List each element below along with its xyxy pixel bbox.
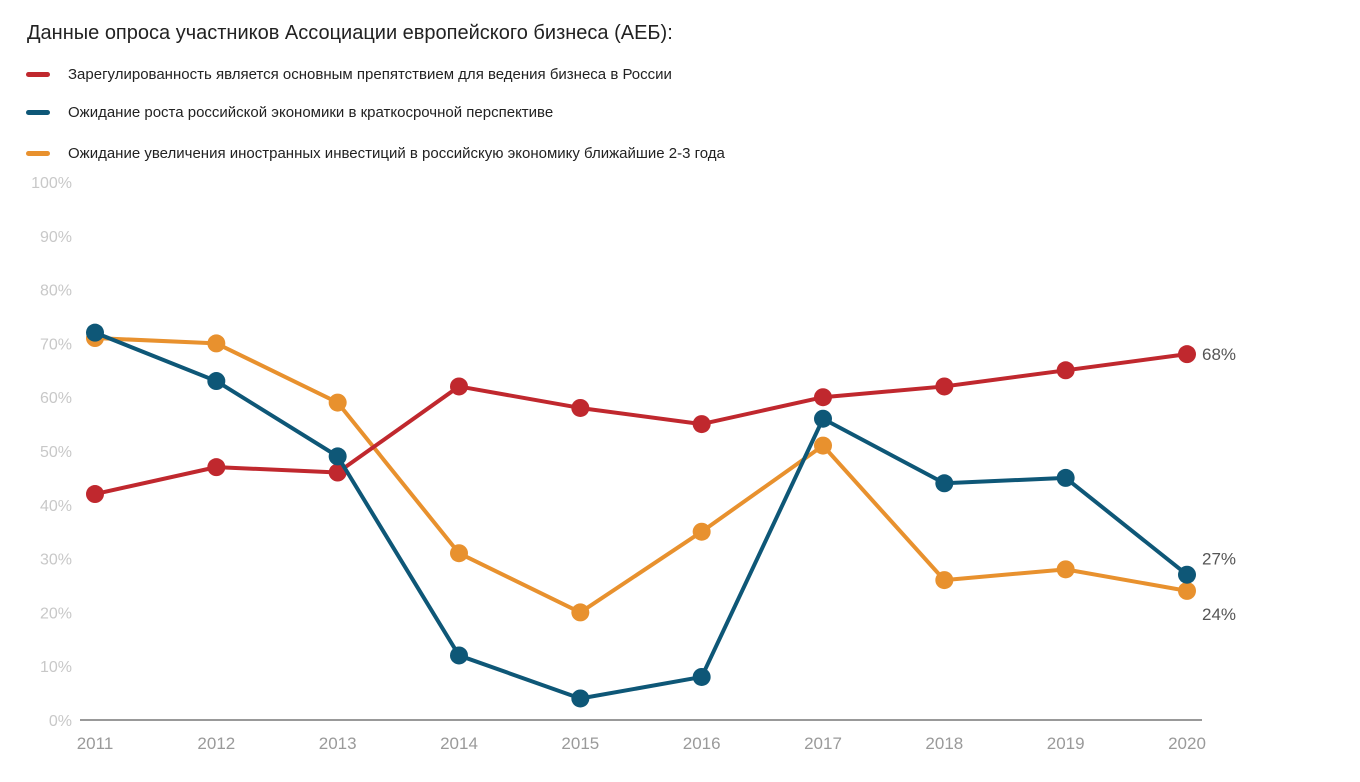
end-value-label-regulation: 68% [1202,345,1236,364]
y-tick-label: 90% [40,229,72,246]
data-point-investment [571,603,590,622]
data-point-economy-growth [692,667,711,686]
y-tick-label: 50% [40,444,72,461]
x-tick-label: 2012 [197,734,235,753]
data-point-regulation [935,377,954,396]
data-point-economy-growth [207,372,226,391]
data-point-regulation [571,398,590,417]
data-point-regulation [207,458,226,477]
chart-title: Данные опроса участников Ассоциации евро… [27,22,673,44]
data-point-economy-growth [1178,565,1196,584]
y-tick-label: 10% [40,659,72,676]
data-point-economy-growth [86,323,104,342]
data-point-investment [935,571,954,590]
data-point-economy-growth [814,409,832,428]
x-tick-label: 2017 [804,734,842,753]
data-point-regulation [814,388,832,407]
data-point-regulation [86,485,104,504]
y-tick-label: 60% [40,390,72,407]
data-point-regulation [450,377,468,396]
series-line-regulation [93,352,1189,497]
data-point-regulation [692,415,711,434]
legend-swatch-regulation [26,71,50,77]
x-tick-label: 2016 [683,734,721,753]
end-value-label-economy-growth: 27% [1202,550,1236,569]
legend-item-regulation: Зарегулированность является основным пре… [26,62,672,86]
data-point-investment [207,334,226,353]
legend-label-economy-growth: Ожидание роста российской экономики в кр… [68,103,554,121]
y-tick-label: 40% [40,498,72,515]
data-point-economy-growth [571,689,590,708]
data-point-investment [328,393,347,412]
end-value-label-investment: 24% [1202,605,1236,624]
legend-swatch-economy-growth [26,109,50,115]
data-point-regulation [1056,361,1075,380]
data-point-investment [814,436,832,455]
data-point-investment [692,522,711,541]
y-tick-label: 70% [40,336,72,353]
y-tick-label: 80% [40,283,72,300]
data-point-economy-growth [450,646,468,665]
y-tick-label: 30% [40,552,72,569]
y-tick-label: 20% [40,605,72,622]
data-point-economy-growth [328,447,347,466]
data-point-investment [1056,560,1075,579]
y-tick-label: 0% [49,713,72,730]
x-tick-label: 2018 [925,734,963,753]
data-point-investment [450,544,468,563]
legend-label-investment: Ожидание увеличения иностранных инвестиц… [68,144,725,162]
data-point-economy-growth [1056,468,1075,487]
data-point-regulation [328,463,347,482]
legend-item-investment: Ожидание увеличения иностранных инвестиц… [26,141,725,165]
x-tick-label: 2015 [561,734,599,753]
data-point-investment [1178,581,1196,600]
legend-label-regulation: Зарегулированность является основным пре… [68,65,672,83]
data-point-regulation [1178,345,1196,364]
x-tick-label: 2011 [77,734,114,753]
y-tick-label: 100% [31,175,72,192]
legend-swatch-investment [26,150,50,156]
x-tick-label: 2014 [440,734,478,753]
series-line-investment [93,336,1189,615]
legend-item-economy-growth: Ожидание роста российской экономики в кр… [26,100,553,124]
x-tick-label: 2020 [1168,734,1206,753]
data-point-economy-growth [935,474,954,493]
series-line-economy-growth [93,330,1189,701]
x-tick-label: 2019 [1047,734,1085,753]
x-tick-label: 2013 [319,734,357,753]
